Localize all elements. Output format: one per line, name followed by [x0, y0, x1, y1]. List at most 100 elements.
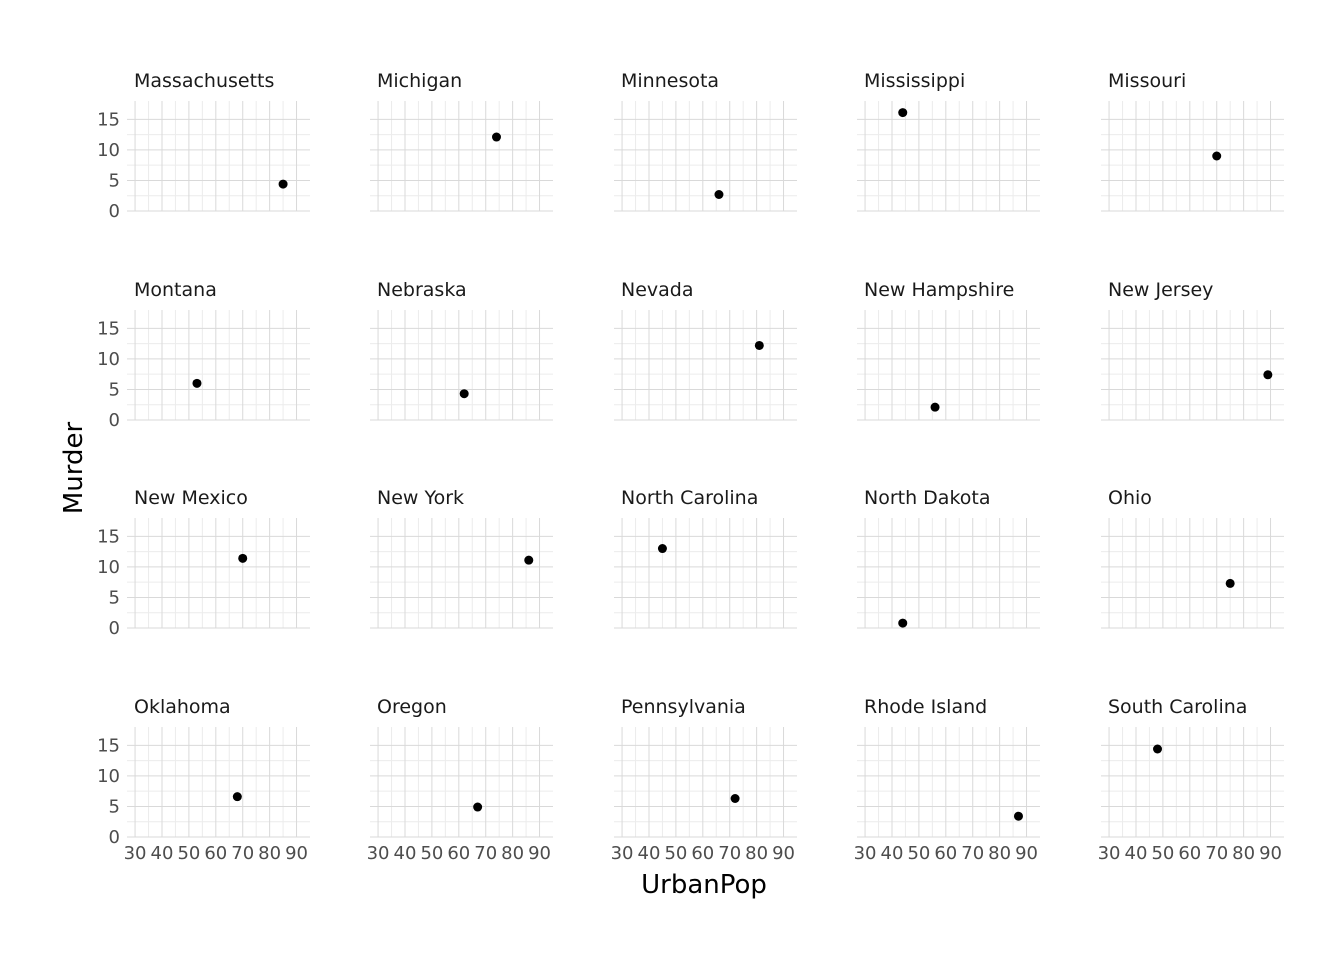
- y-tick-label: 10: [97, 140, 120, 161]
- facet-panel-north-carolina: North Carolina: [614, 487, 797, 629]
- x-tick-label: 80: [501, 843, 524, 864]
- data-point: [238, 553, 248, 563]
- y-tick-label: 15: [97, 109, 120, 130]
- facet-strip-label: New Hampshire: [864, 279, 1014, 301]
- data-point: [491, 132, 501, 142]
- x-tick-label: 40: [151, 843, 174, 864]
- x-tick-label: 60: [934, 843, 957, 864]
- y-tick-label: 10: [97, 349, 120, 370]
- x-tick-label: 80: [745, 843, 768, 864]
- x-tick-label: 80: [258, 843, 281, 864]
- facet-strip-label: Pennsylvania: [621, 696, 746, 718]
- data-point: [278, 179, 288, 189]
- y-tick-label: 15: [97, 735, 120, 756]
- facet-strip-label: Oklahoma: [134, 696, 231, 718]
- data-point: [714, 190, 724, 199]
- data-point: [524, 555, 534, 565]
- x-tick-label: 50: [664, 843, 687, 864]
- facet-panel-new-hampshire: New Hampshire: [857, 279, 1040, 421]
- facet-strip-label: Missouri: [1108, 70, 1186, 92]
- x-tick-label: 40: [881, 843, 904, 864]
- facet-panel-nebraska: Nebraska: [370, 279, 553, 421]
- data-point: [1153, 744, 1163, 754]
- facet-panel-massachusetts: Massachusetts 0 5 10 15: [97, 70, 310, 222]
- facet-strip-label: Minnesota: [621, 70, 719, 92]
- x-tick-label: 40: [1125, 843, 1148, 864]
- data-point: [898, 618, 908, 628]
- facet-strip-label: Nebraska: [377, 279, 467, 301]
- x-tick-label: 60: [447, 843, 470, 864]
- data-point: [1013, 811, 1023, 821]
- data-point: [730, 794, 740, 803]
- facet-strip-label: New York: [377, 487, 464, 509]
- facet-strip-label: North Dakota: [864, 487, 991, 509]
- facet-panel-mississippi: Mississippi: [857, 70, 1040, 212]
- x-tick-label: 70: [718, 843, 741, 864]
- y-axis-title: Murder: [59, 422, 89, 515]
- facet-panel-new-york: New York: [370, 487, 553, 629]
- y-tick-label: 10: [97, 766, 120, 787]
- x-tick-label: 30: [367, 843, 390, 864]
- x-tick-label: 50: [907, 843, 930, 864]
- data-point: [192, 378, 202, 388]
- x-axis-title: UrbanPop: [641, 870, 767, 900]
- data-point: [232, 792, 242, 802]
- facet-panel-michigan: Michigan: [370, 70, 553, 212]
- y-tick-label: 15: [97, 526, 120, 547]
- y-tick-label: 5: [109, 170, 120, 191]
- facet-panel-oklahoma: Oklahoma 0 5 10 15 30 40 50 60 70 80 90: [97, 696, 310, 864]
- data-point: [657, 544, 667, 554]
- x-tick-label: 60: [204, 843, 227, 864]
- y-tick-label: 0: [109, 827, 120, 848]
- facet-strip-label: Oregon: [377, 696, 447, 718]
- x-tick-label: 70: [474, 843, 497, 864]
- facet-strip-label: Massachusetts: [134, 70, 274, 92]
- facet-panel-new-mexico: New Mexico 0 5 10 15: [97, 487, 310, 639]
- x-tick-label: 80: [1232, 843, 1255, 864]
- data-point: [754, 340, 764, 350]
- y-tick-label: 0: [109, 618, 120, 639]
- facet-strip-label: New Mexico: [134, 487, 248, 509]
- x-tick-label: 70: [1205, 843, 1228, 864]
- data-point: [1263, 370, 1273, 380]
- facet-panel-ohio: Ohio: [1101, 487, 1284, 629]
- x-tick-label: 90: [1015, 843, 1038, 864]
- y-tick-label: 15: [97, 318, 120, 339]
- x-tick-label: 90: [528, 843, 551, 864]
- facet-strip-label: Rhode Island: [864, 696, 987, 718]
- facet-panel-nevada: Nevada: [614, 279, 797, 421]
- x-tick-label: 50: [1151, 843, 1174, 864]
- data-point: [930, 402, 940, 412]
- data-point: [1212, 151, 1222, 161]
- y-tick-label: 5: [109, 379, 120, 400]
- facet-panels: Massachusetts 0 5 10 15 Michigan Minnesota Miss…: [97, 70, 1284, 864]
- y-tick-label: 0: [109, 201, 120, 222]
- x-tick-label: 50: [177, 843, 200, 864]
- x-tick-label: 60: [691, 843, 714, 864]
- facet-panel-north-dakota: North Dakota: [857, 487, 1040, 629]
- data-point: [473, 802, 483, 812]
- x-tick-label: 70: [961, 843, 984, 864]
- facet-panel-rhode-island: Rhode Island 30 40 50 60 70 80 90: [854, 696, 1040, 864]
- data-point: [898, 108, 908, 118]
- facet-strip-label: North Carolina: [621, 487, 758, 509]
- facet-strip-label: Ohio: [1108, 487, 1152, 509]
- data-point: [1225, 578, 1235, 588]
- x-tick-label: 40: [394, 843, 417, 864]
- y-tick-label: 5: [109, 587, 120, 608]
- x-tick-label: 30: [124, 843, 147, 864]
- x-tick-label: 50: [420, 843, 443, 864]
- data-point: [459, 389, 469, 399]
- facet-strip-label: Nevada: [621, 279, 694, 301]
- facet-strip-label: New Jersey: [1108, 279, 1213, 301]
- facet-panel-oregon: Oregon 30 40 50 60 70 80 90: [367, 696, 553, 864]
- facet-strip-label: South Carolina: [1108, 696, 1247, 718]
- facet-panel-south-carolina: South Carolina 30 40 50 60 70 80 90: [1098, 696, 1284, 864]
- x-tick-label: 70: [231, 843, 254, 864]
- y-tick-label: 10: [97, 557, 120, 578]
- facet-panel-new-jersey: New Jersey: [1101, 279, 1284, 421]
- facet-strip-label: Mississippi: [864, 70, 965, 92]
- facet-panel-minnesota: Minnesota: [614, 70, 797, 212]
- x-tick-label: 60: [1178, 843, 1201, 864]
